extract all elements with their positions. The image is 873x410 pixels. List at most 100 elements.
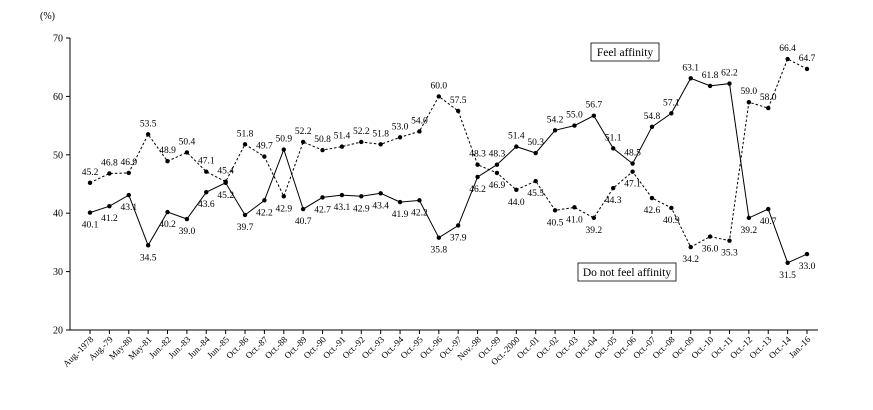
- data-label: 39.0: [179, 227, 196, 237]
- data-label: 42.2: [411, 208, 428, 218]
- data-label: 50.3: [527, 138, 544, 148]
- data-point: [145, 243, 151, 248]
- data-point: [145, 132, 151, 137]
- data-label: 44.0: [508, 198, 525, 208]
- data-label: 42.9: [353, 204, 370, 214]
- data-label: 46.8: [101, 158, 118, 168]
- data-point: [242, 142, 248, 147]
- y-unit-label: (%): [40, 11, 55, 22]
- data-label: 35.8: [430, 246, 447, 256]
- data-point: [669, 111, 674, 116]
- data-point: [262, 154, 267, 159]
- data-point: [804, 66, 810, 72]
- data-label: 63.1: [682, 63, 699, 73]
- data-label: 36.0: [702, 245, 719, 255]
- x-tick-label: Jan.-16: [787, 334, 813, 360]
- data-point: [107, 171, 112, 176]
- annotations: Feel affinity Do not feel affinity: [577, 42, 677, 282]
- data-label: 51.8: [372, 129, 389, 139]
- axes: (%)203040506070Aug.-1978Aug.-79May-80May…: [40, 11, 818, 369]
- data-point: [727, 238, 732, 243]
- data-point: [766, 206, 771, 212]
- data-point: [165, 159, 170, 164]
- data-point: [436, 235, 442, 240]
- data-label: 40.7: [295, 217, 312, 227]
- data-point: [727, 81, 732, 86]
- data-label: 52.2: [295, 127, 312, 137]
- data-label: 47.1: [198, 157, 215, 167]
- data-label: 56.7: [586, 101, 603, 111]
- data-label: 43.1: [120, 203, 137, 213]
- data-point: [397, 199, 403, 205]
- data-point: [378, 142, 383, 147]
- data-label: 31.5: [779, 271, 796, 281]
- data-label: 37.9: [450, 233, 467, 243]
- data-point: [87, 180, 93, 186]
- data-point: [339, 144, 345, 149]
- data-point: [397, 135, 403, 140]
- data-label: 46.9: [120, 158, 137, 168]
- annotation-box: [577, 262, 677, 282]
- data-point: [591, 215, 597, 221]
- data-label: 53.5: [140, 119, 157, 129]
- data-label: 40.9: [663, 216, 680, 226]
- data-point: [417, 129, 422, 134]
- data-point: [126, 192, 131, 198]
- data-point: [688, 244, 693, 250]
- data-point: [417, 198, 422, 203]
- data-label: 48.3: [489, 150, 506, 160]
- data-point: [611, 146, 616, 151]
- data-point: [630, 161, 635, 166]
- y-tick-label: 20: [53, 326, 63, 337]
- data-label: 58.0: [760, 93, 777, 103]
- data-label: 39.2: [586, 226, 603, 236]
- data-point: [552, 128, 558, 133]
- data-label: 42.6: [644, 206, 661, 216]
- data-label: 40.7: [760, 217, 777, 227]
- data-label: 45.5: [527, 189, 544, 199]
- data-label: 50.8: [314, 135, 331, 145]
- data-label: 59.0: [741, 87, 758, 97]
- series-do-not-feel-affinity: [87, 76, 810, 266]
- data-label: 46.2: [469, 185, 486, 195]
- data-point: [455, 223, 461, 228]
- data-label: 34.2: [682, 255, 699, 265]
- data-point: [572, 123, 577, 128]
- data-point: [204, 189, 209, 195]
- data-point: [649, 124, 655, 129]
- data-label: 60.0: [430, 81, 447, 91]
- data-point: [359, 139, 364, 145]
- data-point: [320, 147, 325, 153]
- data-point: [572, 205, 577, 210]
- data-point: [281, 147, 286, 152]
- data-point: [746, 215, 752, 221]
- data-label: 48.9: [159, 146, 176, 156]
- data-point: [494, 162, 500, 167]
- y-tick-label: 60: [53, 92, 63, 103]
- data-label: 51.4: [334, 132, 351, 142]
- data-point: [707, 83, 713, 89]
- y-tick-label: 40: [53, 209, 63, 220]
- data-label: 51.8: [237, 129, 254, 139]
- data-point: [87, 210, 93, 215]
- data-label: 42.2: [256, 208, 273, 218]
- data-label: 39.2: [741, 226, 758, 236]
- data-point: [552, 208, 558, 213]
- data-point: [707, 234, 713, 239]
- data-label: 43.6: [198, 200, 215, 210]
- data-point: [804, 251, 810, 257]
- data-label: 41.2: [101, 214, 118, 224]
- data-point: [494, 170, 500, 176]
- data-point: [514, 187, 519, 193]
- data-point: [184, 150, 190, 155]
- data-point: [475, 174, 480, 180]
- data-label: 53.0: [392, 122, 409, 132]
- data-label: 33.0: [799, 262, 816, 272]
- data-point: [746, 100, 752, 105]
- data-label: 54.2: [547, 115, 564, 125]
- data-label: 41.0: [566, 215, 583, 225]
- data-point: [300, 206, 306, 212]
- data-label: 49.7: [256, 142, 273, 152]
- data-point: [204, 169, 209, 174]
